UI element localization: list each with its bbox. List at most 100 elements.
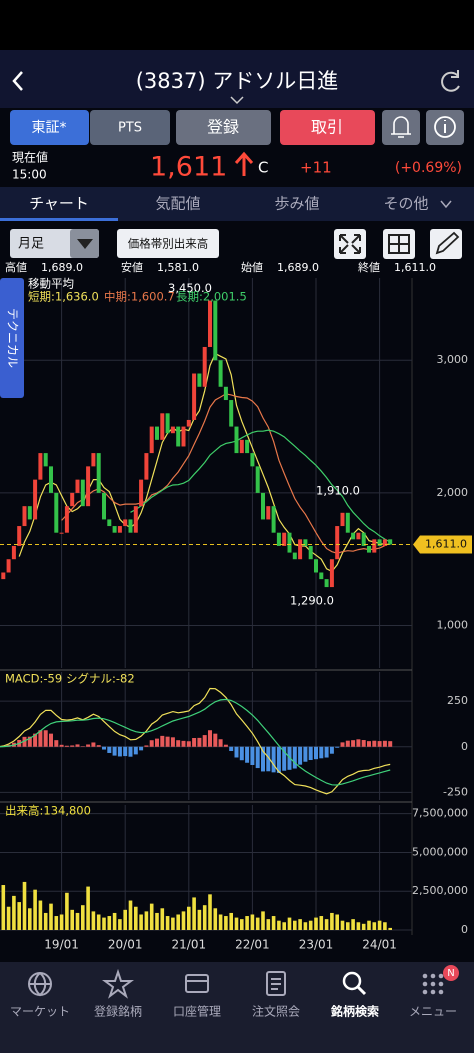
volume-bar [17,902,21,930]
dropdown-icon [77,239,93,249]
candle-body [356,532,361,540]
volume-bar [367,920,371,930]
candle-body [250,453,255,467]
y-tick-label: -250 [443,785,468,798]
volume-bar [144,911,149,930]
y-tick-label: 2,000 [437,486,469,499]
y-tick-label: 0 [461,923,468,936]
trade-button[interactable] [280,110,375,145]
candle-body [149,426,154,454]
volume-bar [377,920,382,930]
moving-average [130,429,391,543]
title-chevron[interactable] [230,96,244,105]
candle-body [54,492,59,533]
alert-button[interactable] [382,110,420,145]
pts-button[interactable] [90,110,170,145]
macd-histogram [170,737,175,747]
candle-body [202,346,207,387]
volume-bar [303,922,308,930]
macd-histogram [149,740,154,747]
draw-button[interactable] [430,229,462,259]
volume-bar [255,917,260,930]
candle-body [218,360,223,387]
candle-body [80,479,85,507]
info-icon [434,116,456,138]
quote-change-pct: (+0.69%) [395,160,462,176]
volume-bar [340,920,345,930]
dot [438,989,444,995]
star-icon [102,968,134,999]
market-button[interactable] [10,110,89,145]
search-icon [342,971,362,991]
y-tick-label: 1,000 [437,619,469,632]
x-tick-label: 22/01 [235,938,270,952]
y-tick-label: 7,500,000 [412,807,468,820]
macd-histogram [107,746,112,753]
volume-bar [282,922,286,930]
candle-body [266,506,271,520]
candle-body [308,545,313,560]
nav-label[interactable]: 注文照会 [252,1005,300,1019]
volume-bar [229,912,233,930]
volume-bar [160,908,165,930]
macd-histogram [75,744,80,747]
volume-profile-button[interactable] [117,229,219,258]
fullscreen-icon [339,234,361,254]
tab[interactable]: その他 [383,195,428,213]
candle-body [324,579,329,588]
annotation: 3,450.0 [168,281,212,295]
volume-bar [319,916,324,930]
nav-label[interactable]: 登録銘柄 [94,1004,142,1019]
macd-histogram [22,736,27,747]
fullscreen-button[interactable] [334,229,366,259]
macd-histogram [33,733,38,747]
volume-bar [261,911,265,930]
pts-label: PTS [118,121,142,136]
macd-plot [0,687,393,795]
volume-bar [218,914,223,930]
volume-bar [22,881,27,930]
macd-histogram [59,744,64,747]
tab[interactable]: チャート [29,195,89,213]
macd-histogram [197,737,202,747]
order-lines [271,978,281,990]
refresh-button[interactable] [441,70,460,92]
volume-bar [33,889,37,930]
register-button[interactable] [176,110,271,145]
macd-histogram [319,746,324,759]
tab-chevron [440,200,452,209]
candle-body [49,466,53,493]
volume-bar [112,912,117,930]
dot [422,973,428,979]
nav-label[interactable]: 口座管理 [173,1004,221,1019]
macd-histogram [340,742,345,747]
macd-line [0,687,391,795]
volume-bar [356,922,361,930]
candle-body [186,419,191,427]
candle-body [382,539,387,546]
macd-histogram [128,746,133,757]
dot [438,981,444,987]
nav-label[interactable]: マーケット [10,1005,70,1019]
macd-histogram [133,746,138,755]
header-title: (3837) アドソル日進 [136,69,339,93]
volume-bar [250,914,255,930]
tab[interactable]: 気配値 [155,195,200,213]
volume-bar [75,912,80,930]
volume-profile-label: 価格帯別出来高 [128,237,209,251]
macd-histogram [324,746,329,758]
macd-histogram [165,736,170,747]
tab[interactable]: 歩み値 [274,195,319,213]
back-button[interactable] [12,71,23,91]
x-tick-label: 24/01 [362,938,397,952]
technical-tab [0,278,24,398]
nav-label[interactable]: 銘柄検索 [330,1004,379,1019]
quote-time: 15:00 [12,168,47,182]
candle-body [329,559,334,588]
candle-body [314,559,318,573]
nav-label[interactable]: メニュー [409,1005,457,1019]
macd-histogram [282,746,287,771]
candle-body [276,532,281,546]
